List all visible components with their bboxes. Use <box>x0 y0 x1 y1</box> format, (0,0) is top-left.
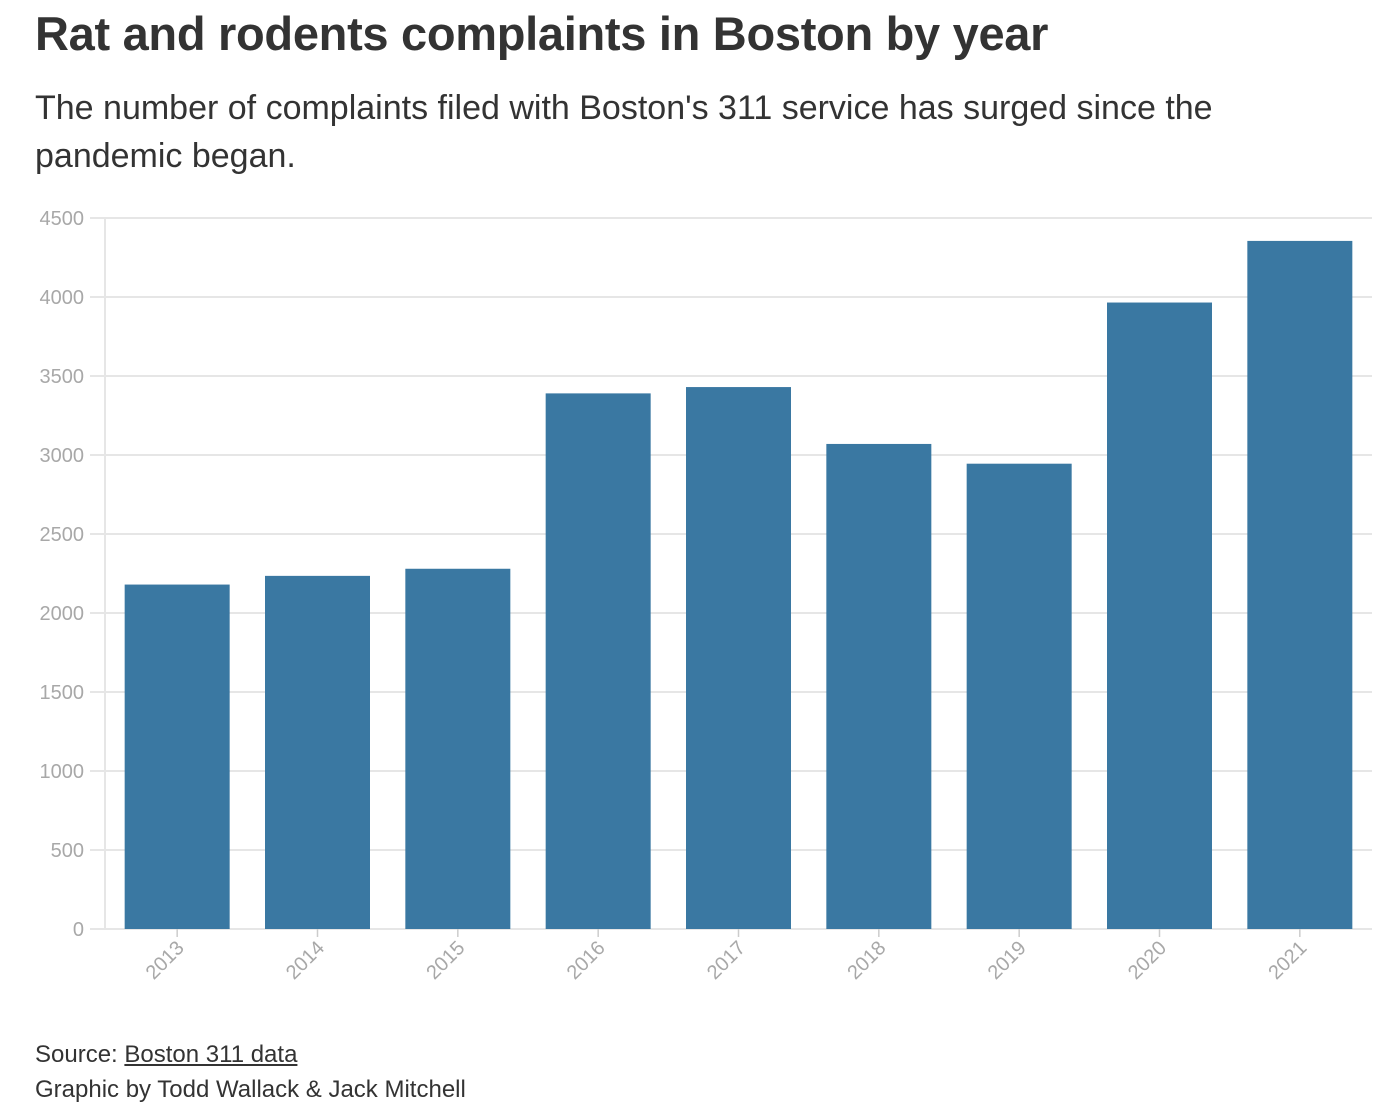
bar-2015 <box>405 568 511 929</box>
x-tick-label: 2015 <box>422 937 469 984</box>
source-prefix: Source: <box>35 1041 125 1068</box>
y-tick-label: 0 <box>73 919 84 941</box>
x-tick-label: 2021 <box>1264 937 1311 984</box>
bar-2017 <box>686 387 791 929</box>
source-line: Source: Boston 311 data <box>35 1041 297 1069</box>
bar-2014 <box>265 575 370 929</box>
bar-2013 <box>124 584 230 929</box>
x-tick-label: 2014 <box>282 937 329 984</box>
y-tick-label: 1500 <box>40 682 85 704</box>
chart-title: Rat and rodents complaints in Boston by … <box>35 7 1049 60</box>
y-axis-ticks: 0 500 1000 1500 2000 2500 3000 3500 4000 4500 <box>40 208 85 941</box>
bar-2020 <box>1107 302 1212 929</box>
bar-2018 <box>826 443 932 929</box>
y-tick-label: 3000 <box>40 445 85 467</box>
x-tick-label: 2016 <box>563 937 610 984</box>
bar-2021 <box>1247 240 1353 929</box>
y-tick-label: 4000 <box>40 287 85 309</box>
x-tick-label: 2013 <box>142 937 189 984</box>
x-tick-label: 2018 <box>843 937 890 984</box>
x-axis-ticks: 2013 2014 2015 2016 2017 2018 2019 2020 2021 <box>142 929 1311 984</box>
source-link[interactable]: Boston 311 data <box>124 1041 298 1068</box>
y-tick-label: 3500 <box>40 366 85 388</box>
x-tick-label: 2020 <box>1124 937 1171 984</box>
byline: Graphic by Todd Wallack & Jack Mitchell <box>35 1076 466 1103</box>
bar-2019 <box>966 463 1072 929</box>
y-tick-label: 1000 <box>40 761 85 783</box>
x-tick-label: 2017 <box>703 937 750 984</box>
bar-chart: 0 500 1000 1500 2000 2500 3000 3500 4000 4500 201… <box>40 208 1372 984</box>
x-tick-label: 2019 <box>984 937 1031 984</box>
bar-2016 <box>545 393 651 929</box>
chart-subtitle: The number of complaints filed with Bost… <box>35 89 1213 175</box>
y-tick-label: 2500 <box>40 524 85 546</box>
y-tick-label: 4500 <box>40 208 85 230</box>
y-tick-label: 500 <box>51 840 84 862</box>
bars <box>124 240 1353 929</box>
y-tick-label: 2000 <box>40 603 85 625</box>
